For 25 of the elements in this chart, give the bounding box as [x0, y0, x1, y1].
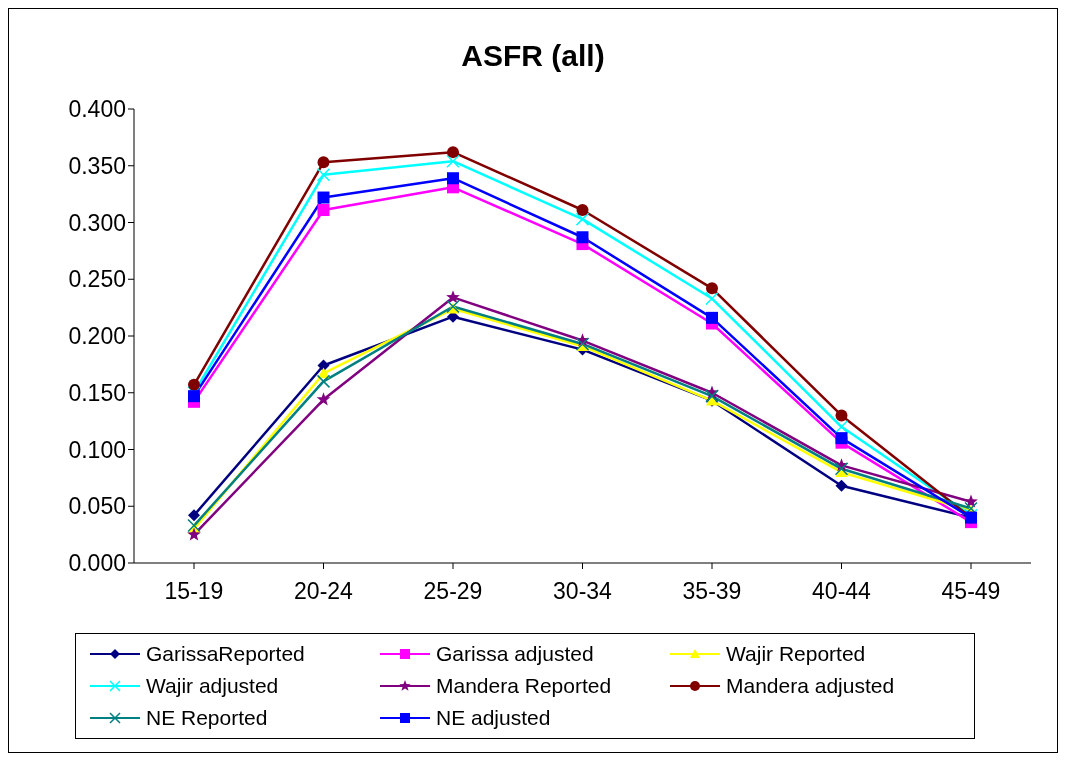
x-tick-label: 15-19 [164, 578, 224, 605]
y-tick-label: 0.300 [68, 209, 126, 236]
legend-label: Wajir adjusted [146, 674, 279, 698]
y-tick-label: 0.050 [68, 493, 126, 520]
x-tick-label: 35-39 [682, 578, 742, 605]
legend-label: Mandera adjusted [726, 674, 895, 698]
y-tick-label: 0.150 [68, 379, 126, 406]
x-tick-label: 25-29 [423, 578, 483, 605]
x-tick-label: 20-24 [294, 578, 354, 605]
legend-label: GarissaReported [146, 642, 305, 666]
legend-label: Mandera Reported [436, 674, 612, 698]
x-tick-label: 40-44 [812, 578, 872, 605]
x-tick-label: 45-49 [941, 578, 1001, 605]
legend-label: NE adjusted [436, 706, 551, 730]
legend-label: Wajir Reported [726, 642, 866, 666]
y-tick-label: 0.000 [68, 550, 126, 577]
chart-title: ASFR (all) [460, 38, 606, 74]
y-tick-label: 0.100 [68, 436, 126, 463]
y-tick-label: 0.250 [68, 266, 126, 293]
x-tick-label: 30-34 [553, 578, 613, 605]
legend-label: NE Reported [146, 706, 268, 730]
y-tick-label: 0.350 [68, 152, 126, 179]
y-tick-label: 0.400 [68, 96, 126, 123]
legend-label: Garissa adjusted [436, 642, 594, 666]
y-tick-label: 0.200 [68, 323, 126, 350]
